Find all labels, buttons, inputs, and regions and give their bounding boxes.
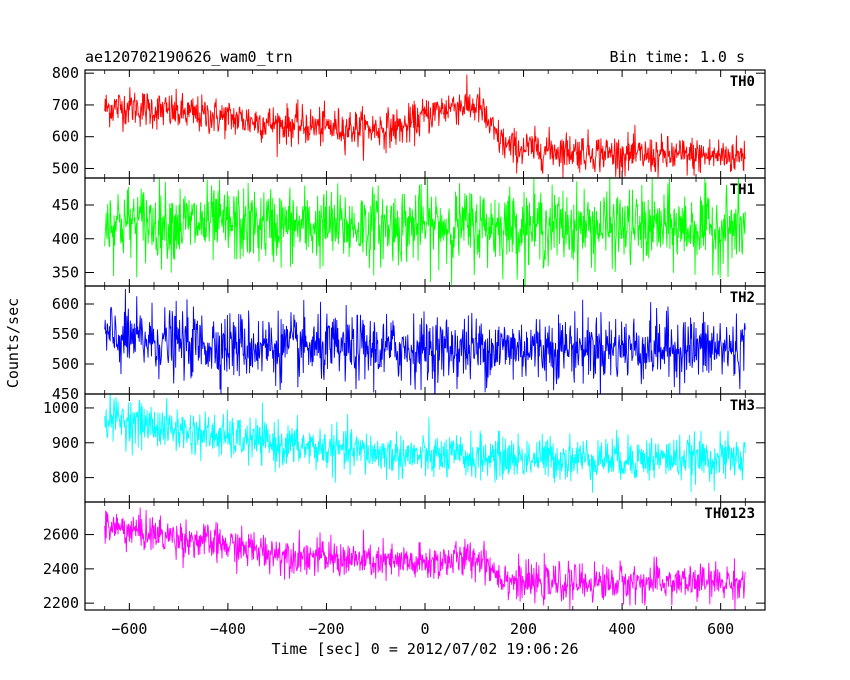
x-tick-label: −200 [308,620,344,638]
y-tick-label: 800 [52,64,79,82]
panel-label: TH1 [730,182,755,198]
panel-th0123: 2200 2400 2600 TH0123 [43,501,766,612]
panel-th1: 350 400 450 TH1 [52,177,766,287]
x-tick-label: 600 [707,620,734,638]
y-tick-label: 500 [52,159,79,177]
x-tick-label: −400 [210,620,246,638]
y-tick-label: 800 [52,469,79,487]
series-th3 [104,394,746,493]
x-axis-label: Time [sec] 0 = 2012/07/02 19:06:26 [271,640,578,658]
panel-label: TH0123 [704,506,755,522]
y-tick-label: 1000 [43,399,79,417]
x-tick-label: −600 [111,620,147,638]
panel-label: TH3 [730,398,755,414]
series-th0123 [104,507,746,610]
y-axis-label: Counts/sec [4,298,22,388]
y-tick-label: 2200 [43,594,79,612]
series-th2 [104,288,746,394]
y-tick-label: 2400 [43,560,79,578]
series-th0 [104,74,746,178]
y-tick-label: 900 [52,434,79,452]
x-tick-label: 200 [510,620,537,638]
y-tick-label: 700 [52,96,79,114]
panel-frame [84,501,766,611]
y-tick-label: 550 [52,325,79,343]
panel-th3: 800 900 1000 TH3 [43,393,766,503]
x-tick-labels: −600 −400 −200 0 200 400 600 [111,620,734,638]
bin-time-label: Bin time: 1.0 s [610,48,745,66]
x-tick-label: 0 [420,620,429,638]
y-tick-label: 2600 [43,526,79,544]
y-tick-label: 600 [52,295,79,313]
chart-title: ae120702190626_wam0_trn [85,48,293,66]
y-tick-label: 600 [52,128,79,146]
y-tick-label: 500 [52,355,79,373]
series-th1 [104,178,746,286]
panel-th0: 500 600 700 800 TH0 [52,64,766,179]
panel-label: TH0 [730,74,755,90]
y-tick-label: 400 [52,230,79,248]
y-tick-label: 450 [52,385,79,403]
panels-group: 500 600 700 800 TH0 350 400 450 TH1 450 500 550 600 T… [43,64,766,612]
x-tick-label: 400 [609,620,636,638]
panel-label: TH2 [730,290,755,306]
y-tick-label: 450 [52,196,79,214]
y-tick-label: 350 [52,264,79,282]
panel-th2: 450 500 550 600 TH2 [52,285,766,403]
